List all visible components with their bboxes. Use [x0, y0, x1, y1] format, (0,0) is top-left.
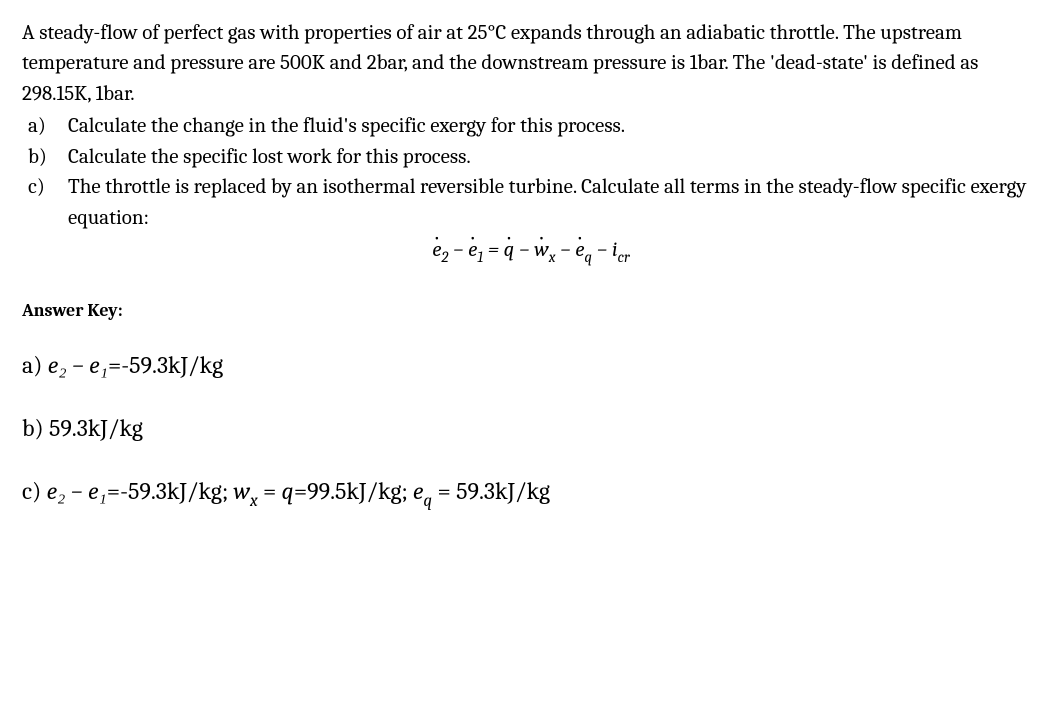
part-a: a) Calculate the change in the fluid's s…	[22, 111, 1040, 141]
e1-dot: e	[468, 235, 477, 265]
minus: −	[448, 238, 468, 262]
part-label: c)	[22, 172, 68, 233]
part-text: Calculate the change in the fluid's spec…	[68, 111, 1040, 141]
answer-eq: =	[107, 477, 120, 505]
problem-intro: A steady-flow of perfect gas with proper…	[22, 18, 1040, 109]
answer-value: -59.3kJ/kg;	[120, 477, 233, 505]
answer-label: a)	[22, 351, 48, 379]
answer-value: 59.3kJ/kg	[49, 414, 143, 442]
sub-2: 2	[441, 248, 448, 266]
q-dot: q	[504, 235, 515, 265]
equals: =	[483, 238, 503, 262]
part-text: The throttle is replaced by an isotherma…	[68, 172, 1040, 233]
answer-value: 59.3kJ/kg	[456, 477, 550, 505]
answer-b: b) 59.3kJ/kg	[22, 411, 1040, 446]
answer-expr: e₂ − e₁	[47, 477, 107, 505]
wx-sub: x	[250, 491, 258, 511]
eq-sub: q	[423, 491, 432, 511]
part-c: c) The throttle is replaced by an isothe…	[22, 172, 1040, 233]
part-b: b) Calculate the specific lost work for …	[22, 142, 1040, 172]
answer-label: b)	[22, 414, 49, 442]
answer-key-heading: Answer Key:	[22, 298, 1040, 324]
exergy-equation: e2 − e1 = q − wx − eq − icr	[22, 235, 1040, 268]
wx-sym: w	[233, 477, 250, 505]
answer-c: c) e₂ − e₁=-59.3kJ/kg; wx = q=99.5kJ/kg;…	[22, 474, 1040, 513]
answer-value: -59.3kJ/kg	[121, 351, 223, 379]
minus: −	[592, 238, 612, 262]
problem-parts: a) Calculate the change in the fluid's s…	[22, 111, 1040, 233]
minus: −	[556, 238, 576, 262]
eq-sym: e	[413, 477, 423, 505]
wx-dot: w	[534, 235, 549, 265]
sub-cr: cr	[617, 248, 629, 266]
part-label: a)	[22, 111, 68, 141]
answer-eq: =	[432, 477, 456, 505]
part-text: Calculate the specific lost work for thi…	[68, 142, 1040, 172]
part-label: b)	[22, 142, 68, 172]
answer-expr: e₂ − e₁	[48, 351, 108, 379]
answer-a: a) e₂ − e₁=-59.3kJ/kg	[22, 348, 1040, 383]
q-sym: q	[282, 477, 294, 505]
sub-x: x	[549, 248, 556, 266]
sub-q: q	[584, 248, 592, 266]
answer-eq: =	[294, 477, 307, 505]
minus: −	[514, 238, 534, 262]
sub-1: 1	[477, 248, 483, 266]
answer-eq: =	[258, 477, 282, 505]
answer-label: c)	[22, 477, 47, 505]
answer-value: 99.5kJ/kg;	[307, 477, 413, 505]
answer-eq: =	[108, 351, 121, 379]
